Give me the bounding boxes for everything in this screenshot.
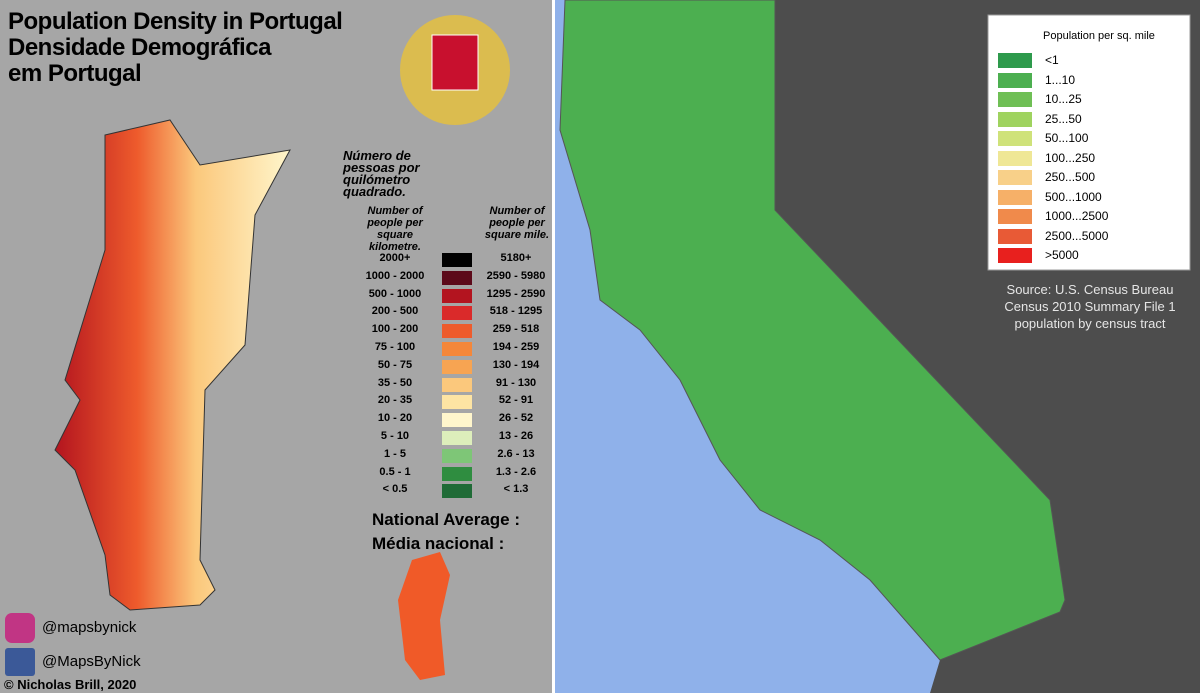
- portugal-map: [54, 119, 291, 611]
- mile-heading: Number of people per square mile.: [484, 205, 550, 241]
- legend-swatch: [442, 413, 472, 428]
- mile-label: 1.3 - 2.6: [495, 465, 537, 478]
- title: em Portugal: [8, 60, 142, 87]
- legend-label: 100...250: [1045, 150, 1096, 165]
- legend-heading: Número de pessoas por quilómetro quadrad…: [343, 148, 420, 199]
- divider: [552, 0, 555, 693]
- mile-label: 5180+: [500, 252, 532, 264]
- legend-swatch: [998, 131, 1032, 146]
- km-label: 10 - 20: [377, 412, 413, 425]
- legend-label: 1000...2500: [1045, 209, 1109, 223]
- national-average: Média nacional :: [372, 534, 505, 553]
- legend-swatch: [998, 189, 1032, 205]
- title: Population Density in Portugal: [8, 8, 343, 35]
- instagram: @mapsbynick: [42, 619, 137, 636]
- legend-swatch: [442, 466, 472, 481]
- legend-label: <1: [1045, 53, 1059, 67]
- km-label: 1000 - 2000: [365, 269, 425, 282]
- legend-swatch: [442, 324, 472, 339]
- km-label: 75 - 100: [374, 341, 416, 353]
- source: Source: U.S. Census Bureau: [1006, 282, 1174, 297]
- legend-swatch: [998, 209, 1032, 224]
- legend-swatch: [442, 288, 472, 303]
- legend-label: >5000: [1045, 248, 1079, 262]
- legend-label: 1...10: [1045, 72, 1076, 87]
- mile-label: 2590 - 5980: [486, 269, 546, 282]
- legend-swatch: [998, 228, 1032, 244]
- legend-swatch: [442, 377, 472, 392]
- legend-label: 50...100: [1045, 131, 1089, 145]
- california: [559, 0, 1066, 661]
- legend-swatch: [998, 248, 1032, 263]
- legend-swatch: [998, 170, 1032, 185]
- legend-swatch: [998, 53, 1032, 68]
- km-label: 1 - 5: [383, 447, 406, 460]
- legend-label: 10...25: [1045, 92, 1082, 106]
- legend-label: 500...1000: [1045, 189, 1102, 204]
- mile-label: 130 - 194: [492, 358, 540, 371]
- mile-label: 259 - 518: [492, 323, 540, 336]
- km-label: 50 - 75: [377, 358, 413, 371]
- legend-swatch: [442, 359, 472, 374]
- km-label: 500 - 1000: [368, 287, 422, 300]
- instagram-icon: [5, 613, 35, 643]
- km-label: 100 - 200: [371, 323, 419, 336]
- mile-label: 52 - 91: [498, 394, 534, 407]
- national-average: National Average :: [372, 510, 521, 529]
- legend-swatch: [442, 484, 472, 499]
- legend-swatch: [442, 253, 472, 267]
- source: population by census tract: [1014, 316, 1166, 331]
- mile-label: 518 - 1295: [489, 305, 543, 318]
- mile-label: 2.6 - 13: [497, 447, 535, 460]
- legend-swatch: [442, 448, 472, 463]
- mile-label: 1295 - 2590: [486, 287, 546, 300]
- legend-swatch: [442, 306, 472, 321]
- mile-label: < 1.3: [503, 483, 529, 496]
- legend-swatch: [998, 111, 1032, 127]
- mile-label: 13 - 26: [498, 430, 534, 442]
- legend-swatch: [442, 342, 472, 356]
- km-label: 35 - 50: [377, 376, 413, 389]
- legend-swatch: [442, 395, 472, 410]
- km-label: 20 - 35: [377, 394, 413, 407]
- mile-label: 26 - 52: [498, 412, 534, 425]
- shield: [431, 34, 479, 91]
- mile-label: 91 - 130: [495, 376, 537, 389]
- km-label: < 0.5: [382, 483, 408, 496]
- km-label: 5 - 10: [380, 430, 410, 442]
- facebook: @MapsByNick: [42, 653, 141, 670]
- legend-title: Population per sq. mile: [1043, 30, 1155, 42]
- legend-swatch: [998, 92, 1032, 107]
- source: Census 2010 Summary File 1: [1004, 299, 1176, 314]
- legend-swatch: [442, 431, 472, 445]
- credit: © Nicholas Brill, 2020: [4, 677, 137, 692]
- legend-swatch: [442, 270, 472, 285]
- legend-swatch: [998, 72, 1032, 88]
- mile-label: 194 - 259: [492, 341, 540, 353]
- km-heading: Number of people per square kilometre.: [367, 205, 423, 253]
- km-label: 200 - 500: [371, 305, 419, 318]
- km-label: 0.5 - 1: [379, 465, 411, 478]
- title: Densidade Demográfica: [8, 34, 271, 61]
- legend-label: 2500...5000: [1045, 228, 1109, 243]
- facebook-icon: [5, 648, 35, 676]
- legend-swatch: [998, 150, 1032, 166]
- legend-label: 25...50: [1045, 111, 1082, 126]
- km-label: 2000+: [379, 252, 411, 264]
- national-average-map: [398, 552, 450, 680]
- legend-label: 250...500: [1045, 170, 1096, 184]
